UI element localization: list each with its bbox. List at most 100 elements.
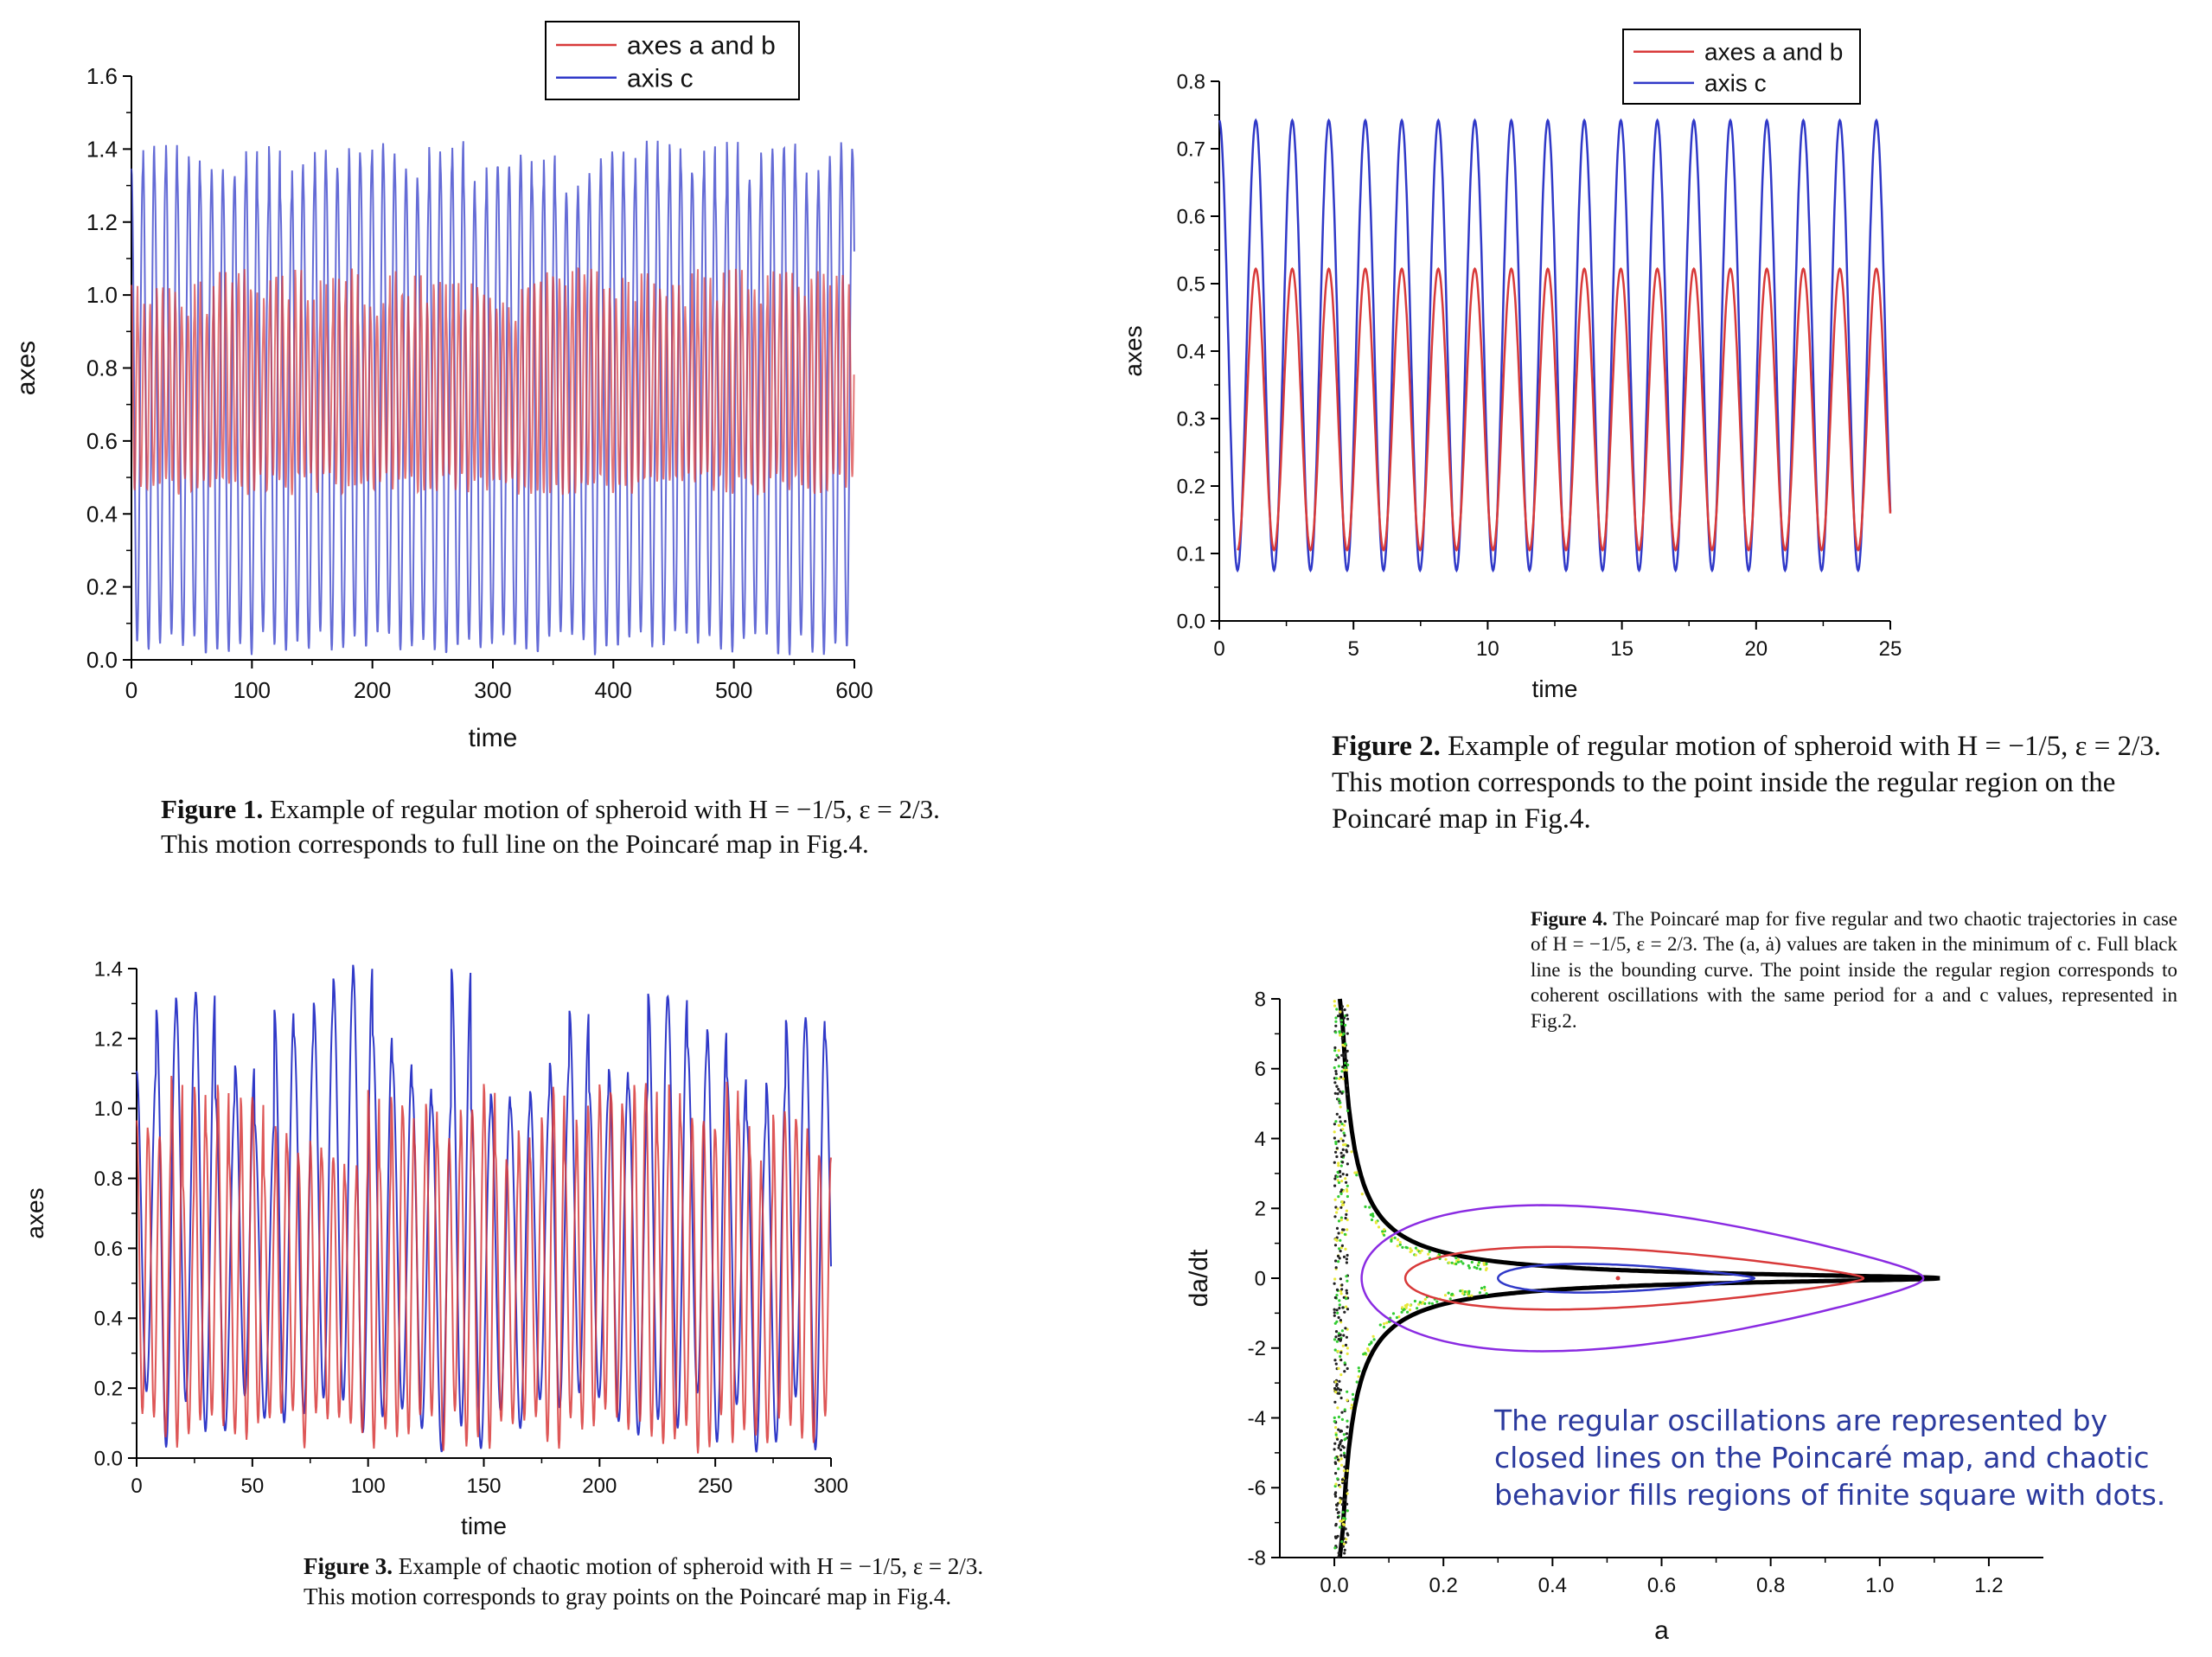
chaotic-point [1344,1051,1347,1054]
chaotic-point [1345,1297,1348,1301]
chaotic-point [1334,1120,1338,1123]
chaotic-point [1334,1494,1338,1498]
chaotic-point [1333,1130,1336,1134]
chaotic-point [1350,1406,1353,1410]
x-tick-label: 100 [233,677,271,703]
chaotic-point [1339,1206,1343,1209]
chaotic-point [1343,1134,1346,1137]
y-tick-label: 0.1 [1177,542,1205,566]
chaotic-point [1344,1066,1347,1070]
chaotic-point [1336,1092,1339,1096]
chaotic-point [1346,1390,1349,1393]
chaotic-point [1342,1068,1346,1072]
chaotic-point [1346,1017,1350,1020]
chaotic-point [1418,1301,1422,1304]
chaotic-point [1385,1321,1389,1325]
chaotic-point [1334,1362,1338,1366]
chaotic-point [1339,1216,1343,1219]
chaotic-point [1346,1532,1349,1535]
y-axis-title: axes [1120,325,1147,376]
chaotic-point [1346,1063,1350,1066]
chaotic-point [1334,1077,1338,1080]
chaotic-point [1346,1509,1349,1513]
chaotic-point [1346,1398,1349,1402]
chaotic-point [1402,1308,1405,1312]
series-line-axis-c [131,140,855,656]
legend-label: axis c [627,64,694,93]
chaotic-point [1341,1522,1345,1526]
chaotic-point [1346,1092,1349,1096]
chaotic-point [1346,1189,1349,1193]
y-tick-label: 0.8 [86,355,118,381]
chaotic-point [1343,1310,1346,1314]
chaotic-point [1470,1294,1474,1297]
chaotic-point [1335,1288,1339,1291]
chaotic-point [1342,1255,1346,1258]
chaotic-point [1368,1343,1371,1347]
chaotic-point [1341,1511,1345,1514]
chaotic-point [1337,1446,1340,1449]
chaotic-point [1401,1306,1404,1309]
caption-label: Figure 1. [161,794,264,824]
chaotic-point [1341,1077,1345,1080]
chaotic-point [1355,1380,1359,1384]
x-axis-title: time [1532,675,1578,702]
x-tick-label: 1.0 [1865,1574,1894,1597]
y-tick-label: 0.6 [94,1238,123,1261]
chaotic-point [1334,1391,1338,1394]
x-axis-title: time [461,1513,507,1539]
chaotic-point [1346,1004,1350,1008]
chaotic-point [1340,1411,1344,1414]
chaotic-point [1400,1310,1403,1314]
chaotic-point [1344,1343,1348,1347]
chaotic-point [1333,1177,1337,1180]
y-axis-title: da/dt [1185,1249,1213,1307]
chaotic-point [1339,1137,1343,1141]
y-tick-label: 0.4 [86,501,118,527]
chaotic-point [1333,1046,1337,1050]
x-tick-label: 0.2 [1429,1574,1458,1597]
chaotic-point [1345,1068,1348,1072]
chaotic-point [1334,1433,1338,1436]
caption-figure-1: Figure 1. Example of regular motion of s… [161,792,991,860]
chaotic-point [1346,1084,1349,1087]
chaotic-point [1333,1420,1336,1423]
caption-text: Example of regular motion of spheroid wi… [161,794,940,859]
chaotic-point [1333,1338,1337,1341]
chaotic-point [1335,1340,1339,1343]
chaotic-point [1337,1087,1340,1091]
chaotic-point [1346,1425,1349,1429]
chaotic-point [1337,1097,1340,1101]
x-tick-label: 0.4 [1538,1574,1567,1597]
chaotic-point [1339,1485,1342,1488]
chaotic-point [1409,1247,1412,1251]
legend-box [545,21,800,100]
chaotic-point [1337,1123,1340,1127]
chaotic-point [1338,1307,1341,1310]
chaotic-point [1413,1299,1416,1303]
series-line-axes-a-b [136,1075,832,1454]
chaotic-point [1335,1503,1339,1507]
chaotic-point [1344,1437,1347,1441]
chaotic-point [1346,1059,1349,1063]
x-tick-label: 0.6 [1647,1574,1676,1597]
chaotic-point [1427,1252,1430,1256]
chaotic-point [1339,1500,1342,1504]
chaotic-point [1337,1467,1340,1470]
caption-label: Figure 4. [1531,908,1608,930]
chaotic-point [1333,1123,1336,1126]
x-tick-label: 5 [1348,637,1359,661]
chaotic-point [1339,1442,1342,1446]
chaotic-point [1342,1052,1346,1057]
chaotic-point [1333,1348,1337,1352]
y-tick-label: 2 [1255,1198,1266,1221]
caption-label: Figure 2. [1332,731,1441,762]
chaotic-point [1340,1231,1344,1234]
y-tick-label: -6 [1248,1477,1266,1500]
chaotic-point [1339,1250,1342,1253]
chaotic-point [1343,1465,1346,1468]
x-tick-label: 500 [715,677,752,703]
chaotic-point [1333,1308,1336,1311]
chaotic-point [1339,1354,1342,1359]
caption-figure-3: Figure 3. Example of chaotic motion of s… [304,1551,1030,1611]
